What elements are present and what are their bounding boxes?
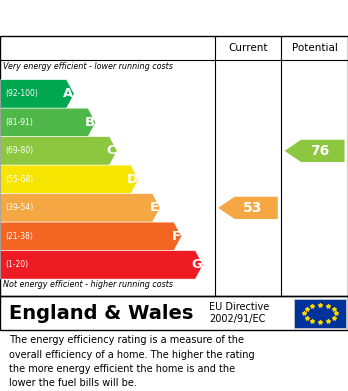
Text: (1-20): (1-20) [5,260,28,269]
Text: C: C [106,144,116,158]
Text: (69-80): (69-80) [5,146,33,155]
Text: 76: 76 [310,144,329,158]
Text: (21-38): (21-38) [5,232,33,241]
Text: (92-100): (92-100) [5,90,38,99]
Text: EU Directive: EU Directive [209,302,269,312]
Text: F: F [172,230,181,243]
Polygon shape [285,140,345,162]
Text: Potential: Potential [292,43,338,53]
Text: (55-68): (55-68) [5,175,33,184]
Polygon shape [218,197,278,219]
Polygon shape [1,194,160,222]
Polygon shape [1,108,96,136]
Text: England & Wales: England & Wales [9,304,193,323]
Text: A: A [63,88,73,100]
Polygon shape [1,80,74,108]
Text: (81-91): (81-91) [5,118,33,127]
Text: Very energy efficient - lower running costs: Very energy efficient - lower running co… [3,62,173,71]
Text: G: G [191,258,202,271]
Text: Current: Current [228,43,268,53]
Text: B: B [85,116,95,129]
Text: The energy efficiency rating is a measure of the
overall efficiency of a home. T: The energy efficiency rating is a measur… [9,335,254,388]
Polygon shape [1,222,182,251]
Polygon shape [1,136,117,165]
FancyBboxPatch shape [294,299,346,328]
Text: Not energy efficient - higher running costs: Not energy efficient - higher running co… [3,280,174,289]
Text: E: E [150,201,159,214]
Text: 2002/91/EC: 2002/91/EC [209,314,265,325]
Text: (39-54): (39-54) [5,203,33,212]
Polygon shape [1,251,203,279]
Text: Energy Efficiency Rating: Energy Efficiency Rating [9,9,238,27]
Text: D: D [126,173,137,186]
Polygon shape [1,165,139,194]
Text: 53: 53 [243,201,262,215]
